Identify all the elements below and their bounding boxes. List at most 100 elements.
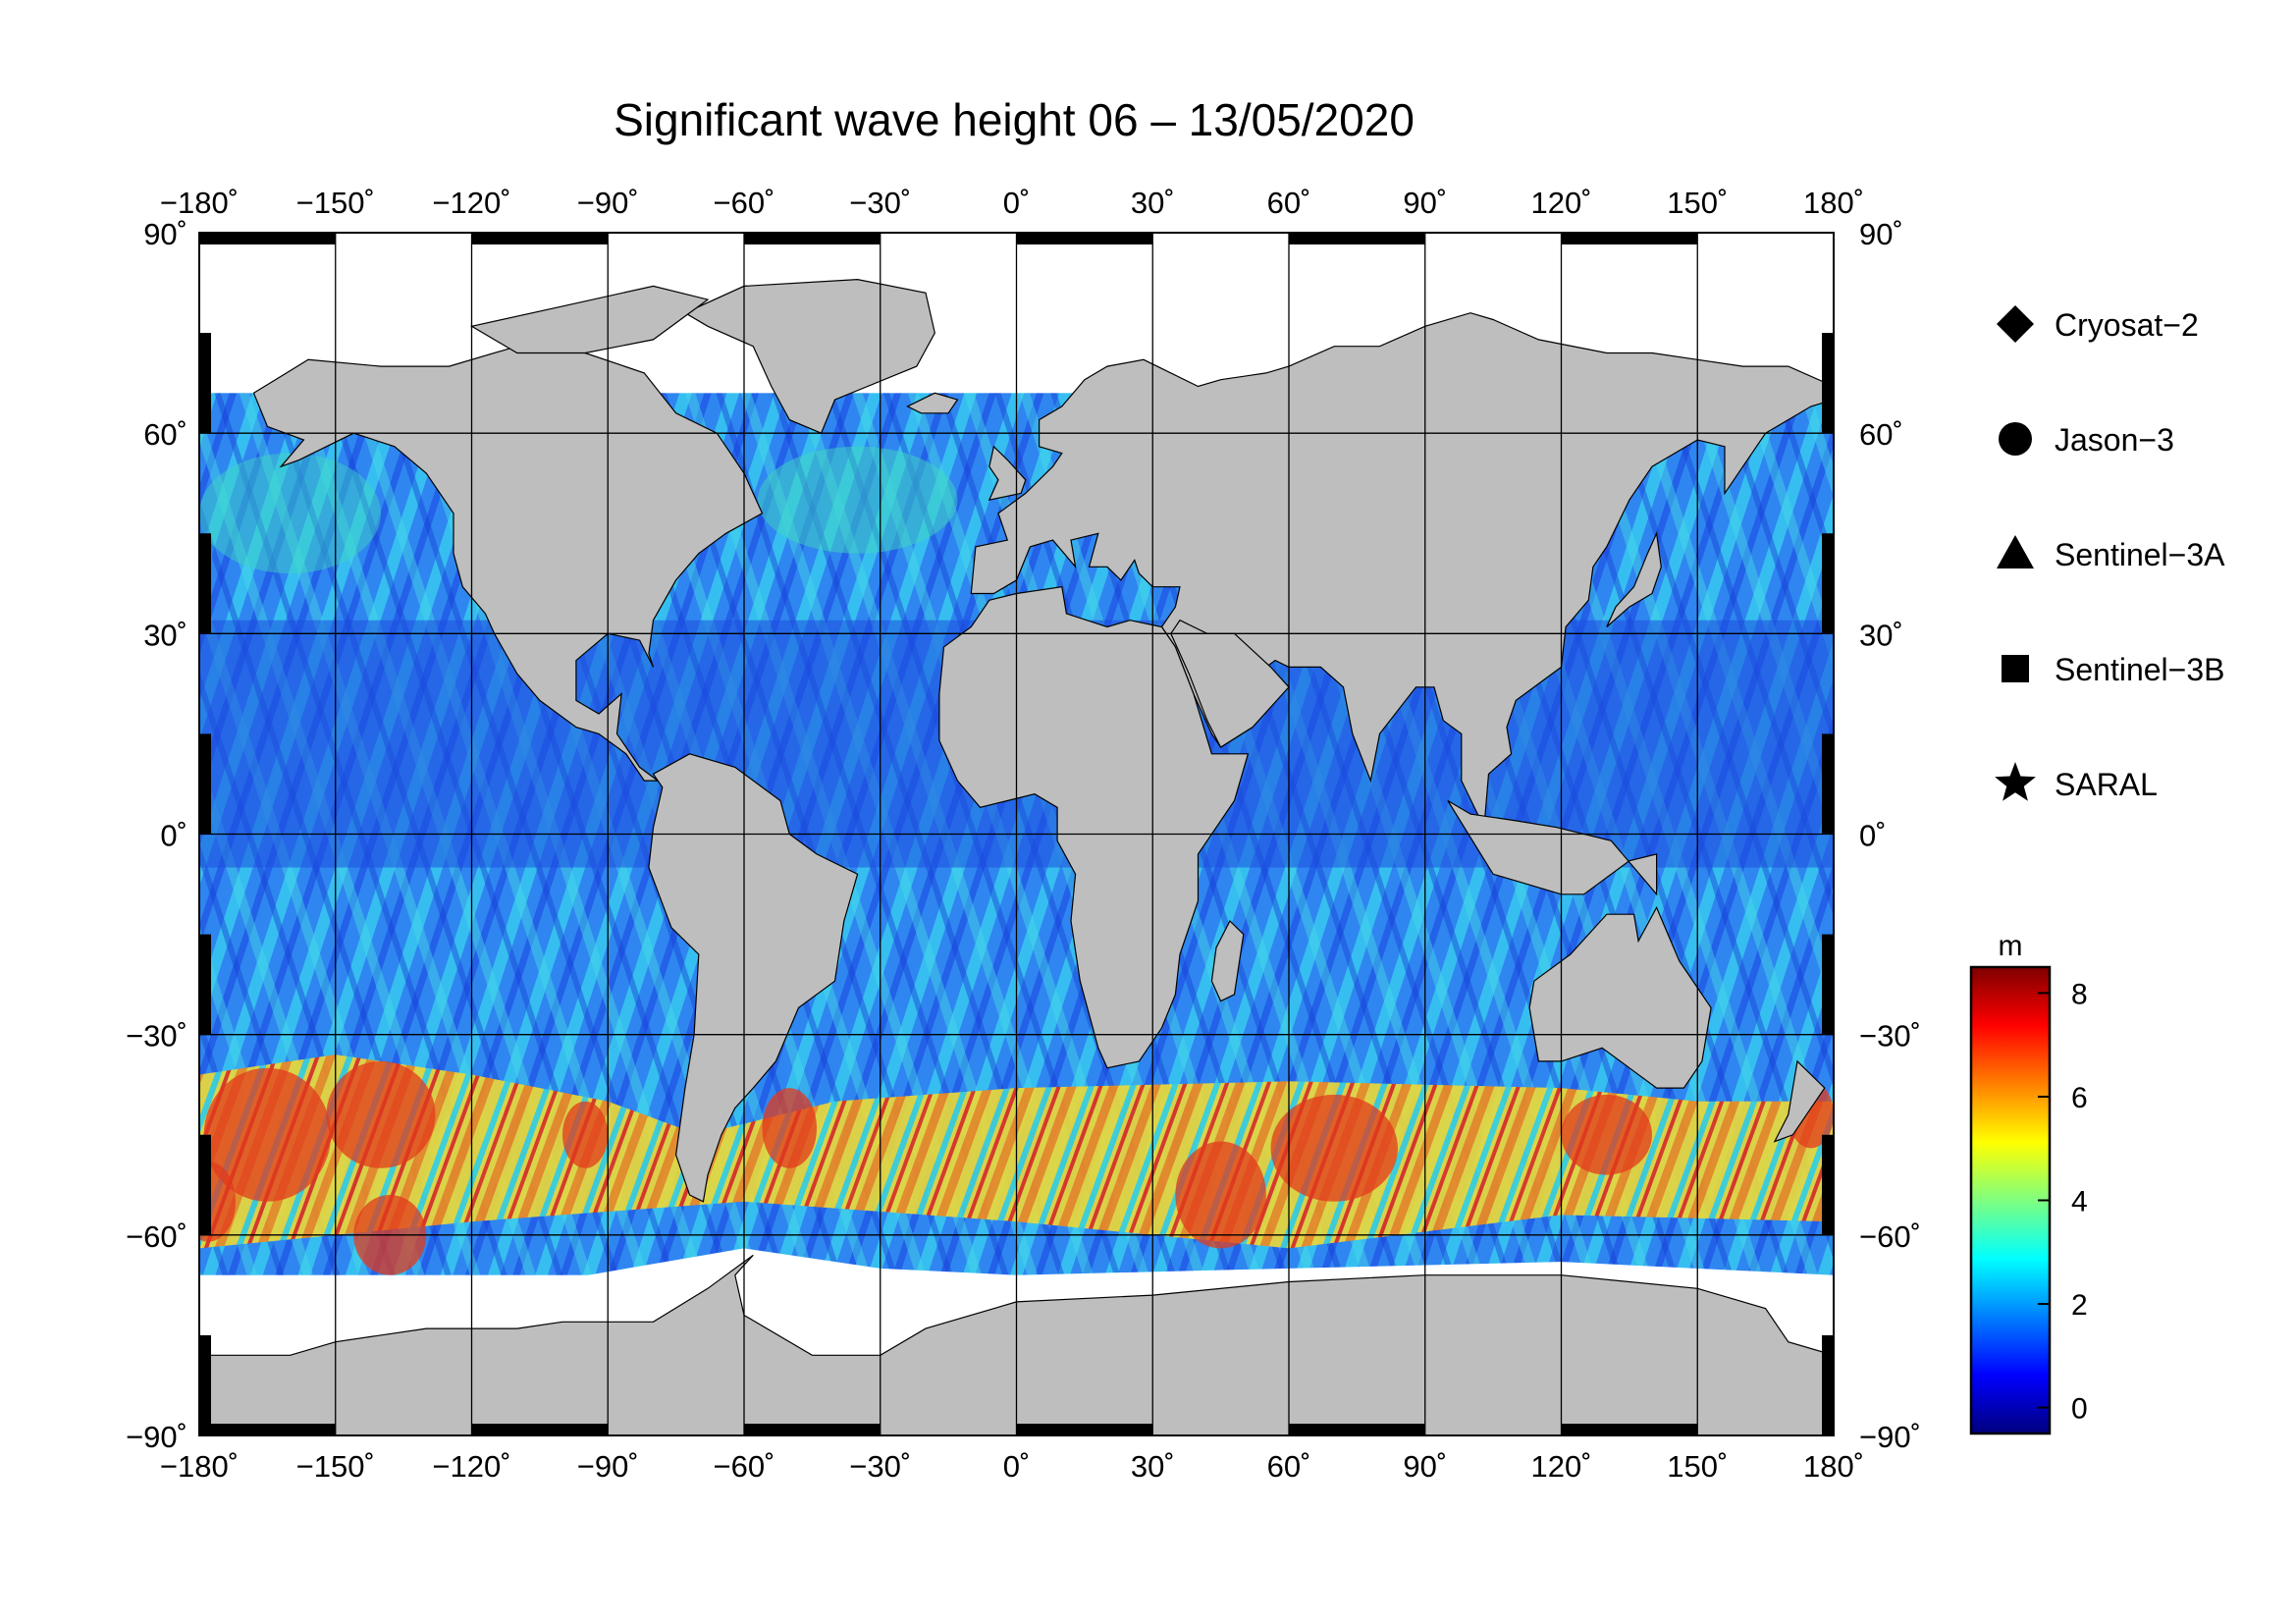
land-eurasia — [970, 312, 1834, 830]
land-north-america — [252, 346, 764, 782]
frame-segment — [1561, 233, 1698, 244]
lon-tick-label-top: 180˚ — [1803, 186, 1864, 220]
lat-tick-label-left: −90˚ — [126, 1420, 187, 1454]
frame-segment — [199, 1424, 336, 1435]
lon-tick-label-bottom: 180˚ — [1803, 1449, 1864, 1484]
lon-tick-label-bottom: −90˚ — [577, 1449, 639, 1484]
legend-item-label: Sentinel−3B — [2055, 652, 2224, 687]
north-pacific-seas — [199, 453, 381, 574]
frame-segment — [1822, 733, 1834, 835]
colorbar: m 0 2 4 6 8 — [1969, 930, 2088, 1435]
land-arctic-islands — [469, 285, 710, 354]
lon-tick-label-bottom: 60˚ — [1267, 1449, 1311, 1484]
diamond-icon — [1997, 305, 2034, 343]
frame-segment — [471, 233, 609, 244]
lon-tick-label-top: 120˚ — [1530, 186, 1591, 220]
lon-tick-label-bottom: 0˚ — [1003, 1449, 1031, 1484]
frame-segment — [1289, 233, 1425, 244]
high-wave-patch — [1561, 1094, 1652, 1175]
lat-tick-label-right: −30˚ — [1859, 1019, 1921, 1054]
frame-segment — [1561, 1424, 1698, 1435]
lon-tick-label-top: 150˚ — [1667, 186, 1728, 220]
high-wave-patch — [203, 1067, 332, 1202]
land-japan — [1606, 531, 1662, 627]
frame-segment — [199, 1334, 211, 1435]
map-frame — [198, 232, 1835, 1436]
lon-tick-label-bottom: 120˚ — [1530, 1449, 1591, 1484]
land-new-zealand — [1773, 1059, 1826, 1143]
legend-item-label: Sentinel−3A — [2055, 537, 2225, 572]
lat-tick-label-right: 90˚ — [1859, 217, 1903, 251]
colorbar-tick-label: 6 — [2071, 1082, 2088, 1114]
lon-tick-label-top: 90˚ — [1403, 186, 1447, 220]
frame-segment — [1289, 1424, 1425, 1435]
latitude-tick-labels: 90˚ 90˚ 60˚ 60˚ 30˚ 30˚ 0˚ 0˚ −30˚ −30˚ −60˚ −60˚ −9… — [126, 217, 1921, 1454]
frame-segment — [199, 934, 211, 1035]
circle-icon — [1999, 422, 2032, 456]
map-area — [199, 233, 1834, 1435]
lon-tick-label-top: 0˚ — [1003, 186, 1031, 220]
lon-tick-label-bottom: 30˚ — [1131, 1449, 1175, 1484]
frame-segment — [199, 733, 211, 835]
frame-segment — [1016, 233, 1153, 244]
lon-tick-label-bottom: −30˚ — [849, 1449, 911, 1484]
lat-tick-label-left: −60˚ — [126, 1219, 187, 1254]
map-title: Significant wave height 06 – 13/05/2020 — [614, 94, 1415, 145]
lon-tick-label-bottom: 150˚ — [1667, 1449, 1728, 1484]
lat-tick-label-left: 30˚ — [143, 618, 187, 652]
lon-tick-label-bottom: −60˚ — [714, 1449, 775, 1484]
satellite-legend: Cryosat−2 Jason−3 Sentinel−3A Sentinel−3B SA… — [1995, 305, 2225, 802]
frame-segment — [1822, 1134, 1834, 1235]
high-wave-patch — [1270, 1094, 1398, 1202]
colorbar-gradient — [1969, 965, 2052, 1435]
lon-tick-label-top: −180˚ — [160, 186, 239, 220]
lon-tick-label-top: −120˚ — [432, 186, 510, 220]
legend-item-label: Cryosat−2 — [2055, 307, 2199, 343]
lon-tick-label-bottom: 90˚ — [1403, 1449, 1447, 1484]
lon-tick-label-top: −60˚ — [714, 186, 775, 220]
frame-segment — [471, 1424, 609, 1435]
triangle-icon — [1997, 535, 2034, 568]
lat-tick-label-left: −30˚ — [126, 1019, 187, 1054]
land-iceland — [906, 392, 959, 414]
frame-segment — [1822, 333, 1834, 434]
frame-segment — [744, 233, 881, 244]
colorbar-tick-label: 0 — [2071, 1393, 2088, 1426]
high-wave-patch — [1175, 1141, 1266, 1249]
lon-tick-label-top: −30˚ — [849, 186, 911, 220]
colorbar-tick-label: 4 — [2071, 1186, 2088, 1218]
lon-tick-label-bottom: −150˚ — [296, 1449, 375, 1484]
lon-tick-label-top: −150˚ — [296, 186, 375, 220]
land-madagascar — [1210, 920, 1245, 1002]
high-wave-patch — [762, 1088, 817, 1168]
legend-item-label: SARAL — [2055, 767, 2158, 802]
square-icon — [2002, 655, 2029, 682]
lon-tick-label-bottom: −180˚ — [160, 1449, 239, 1484]
high-wave-patch — [326, 1060, 436, 1168]
longitude-tick-labels: −180˚ −180˚ −150˚ −150˚ −120˚ −120˚ −90˚ −90˚ −6… — [160, 186, 1864, 1484]
frame-segment — [744, 1424, 881, 1435]
lat-tick-label-right: 30˚ — [1859, 618, 1903, 652]
star-icon — [1995, 762, 2036, 801]
lat-tick-label-left: 0˚ — [160, 819, 187, 853]
frame-segment — [1822, 934, 1834, 1035]
legend-item-label: Jason−3 — [2055, 422, 2174, 458]
frame-segment — [1822, 1334, 1834, 1435]
colorbar-unit: m — [1999, 930, 2023, 962]
lon-tick-label-bottom: −120˚ — [432, 1449, 510, 1484]
gridlines — [199, 233, 1834, 1435]
colorbar-tick-label: 8 — [2071, 978, 2088, 1010]
lat-tick-label-right: 60˚ — [1859, 417, 1903, 452]
lat-tick-label-right: 0˚ — [1859, 819, 1887, 853]
colorbar-tick-label: 2 — [2071, 1289, 2088, 1322]
land-australia — [1528, 906, 1712, 1089]
lat-tick-label-left: 90˚ — [143, 217, 187, 251]
frame-segment — [199, 233, 336, 244]
land-south-america — [648, 753, 859, 1203]
high-wave-patch — [562, 1101, 609, 1168]
lon-tick-label-top: −90˚ — [577, 186, 639, 220]
lon-tick-label-top: 30˚ — [1131, 186, 1175, 220]
frame-segment — [1016, 1424, 1153, 1435]
lat-tick-label-right: −90˚ — [1859, 1420, 1921, 1454]
